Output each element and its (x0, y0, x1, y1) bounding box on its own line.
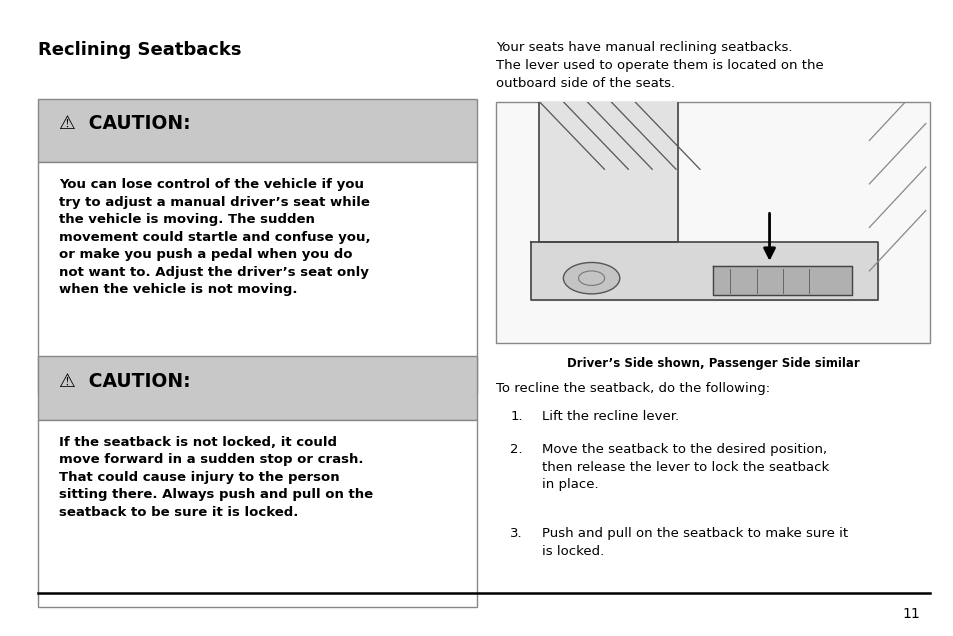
FancyBboxPatch shape (38, 420, 476, 607)
FancyBboxPatch shape (496, 102, 929, 343)
Text: Push and pull on the seatback to make sure it
is locked.: Push and pull on the seatback to make su… (541, 527, 847, 558)
Text: 11: 11 (902, 607, 920, 621)
Polygon shape (530, 242, 877, 300)
Text: You can lose control of the vehicle if you
try to adjust a manual driver’s seat : You can lose control of the vehicle if y… (59, 178, 371, 296)
Text: 3.: 3. (510, 527, 522, 540)
Text: 1.: 1. (510, 410, 522, 423)
Text: If the seatback is not locked, it could
move forward in a sudden stop or crash.
: If the seatback is not locked, it could … (59, 436, 373, 519)
Text: Reclining Seatbacks: Reclining Seatbacks (38, 41, 241, 59)
Text: ⚠  CAUTION:: ⚠ CAUTION: (59, 372, 191, 391)
Text: ⚠  CAUTION:: ⚠ CAUTION: (59, 114, 191, 134)
Circle shape (563, 263, 619, 294)
FancyBboxPatch shape (38, 99, 476, 162)
Polygon shape (713, 266, 851, 295)
Text: Driver’s Side shown, Passenger Side similar: Driver’s Side shown, Passenger Side simi… (566, 357, 859, 370)
Polygon shape (539, 102, 678, 242)
Text: 2.: 2. (510, 443, 522, 456)
FancyBboxPatch shape (38, 162, 476, 394)
Text: Lift the recline lever.: Lift the recline lever. (541, 410, 679, 423)
Text: To recline the seatback, do the following:: To recline the seatback, do the followin… (496, 382, 769, 394)
Text: Move the seatback to the desired position,
then release the lever to lock the se: Move the seatback to the desired positio… (541, 443, 828, 491)
FancyBboxPatch shape (38, 356, 476, 420)
Text: Your seats have manual reclining seatbacks.
The lever used to operate them is lo: Your seats have manual reclining seatbac… (496, 41, 823, 90)
